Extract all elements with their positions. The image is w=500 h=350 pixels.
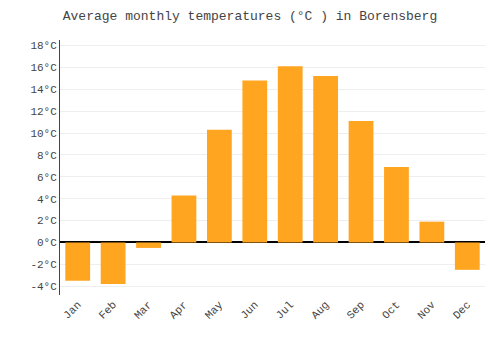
svg-text:Dec: Dec [451, 299, 473, 321]
svg-text:Mar: Mar [132, 299, 154, 321]
svg-text:Jan: Jan [61, 299, 83, 321]
svg-text:Nov: Nov [415, 299, 438, 322]
svg-text:18°C: 18°C [30, 40, 57, 52]
svg-text:4°C: 4°C [37, 194, 57, 206]
svg-text:Jul: Jul [274, 299, 296, 321]
svg-text:May: May [203, 299, 226, 322]
svg-text:0°C: 0°C [37, 237, 57, 249]
svg-text:Aug: Aug [309, 299, 331, 321]
svg-text:Jun: Jun [238, 299, 260, 321]
svg-text:12°C: 12°C [30, 106, 57, 118]
svg-text:Oct: Oct [380, 299, 402, 321]
svg-text:2°C: 2°C [37, 215, 57, 227]
svg-text:10°C: 10°C [30, 128, 57, 140]
svg-text:14°C: 14°C [30, 84, 57, 96]
svg-text:16°C: 16°C [30, 62, 57, 74]
svg-text:Feb: Feb [97, 299, 119, 321]
svg-text:Apr: Apr [167, 299, 189, 321]
svg-text:-2°C: -2°C [30, 259, 57, 271]
svg-text:Average monthly temperatures (: Average monthly temperatures (°C ) in Bo… [63, 9, 437, 24]
svg-text:-4°C: -4°C [30, 281, 57, 293]
svg-text:Sep: Sep [345, 299, 367, 321]
svg-text:6°C: 6°C [37, 172, 57, 184]
svg-text:8°C: 8°C [37, 150, 57, 162]
